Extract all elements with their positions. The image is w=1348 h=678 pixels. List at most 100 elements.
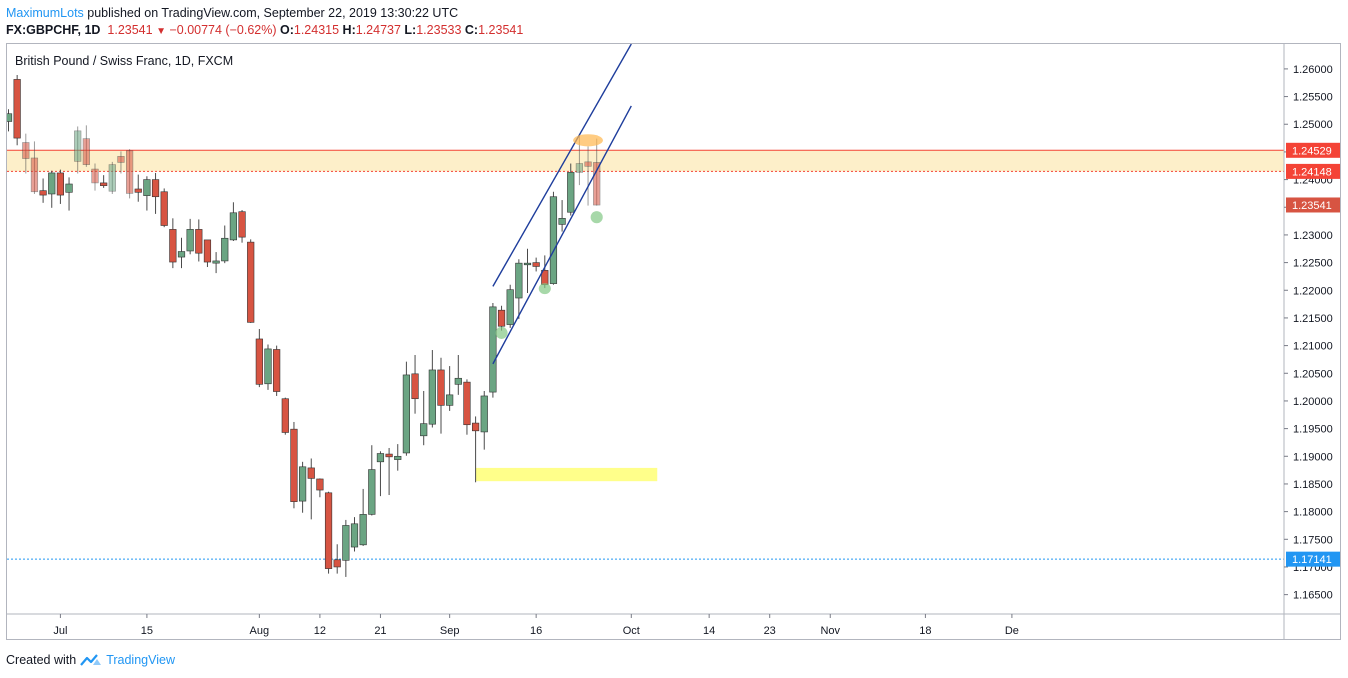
- candle: [360, 489, 367, 546]
- candle-body: [118, 156, 125, 162]
- candle-body: [386, 454, 393, 457]
- candle-body: [585, 162, 592, 166]
- candle: [351, 517, 358, 551]
- candle-body: [5, 114, 12, 122]
- highlight-ellipse-green: [591, 211, 603, 223]
- candle-body: [455, 378, 462, 384]
- candle: [317, 478, 324, 497]
- candle-body: [429, 370, 436, 424]
- candle-body: [490, 307, 497, 392]
- candle: [204, 240, 211, 267]
- candle-body: [394, 456, 401, 459]
- candle: [429, 350, 436, 427]
- candle: [213, 252, 220, 273]
- line-price-label-3: 1.17141: [1292, 554, 1332, 566]
- candle-body: [178, 252, 185, 258]
- y-tick-label: 1.18000: [1293, 507, 1333, 519]
- candle: [550, 192, 557, 285]
- candle: [446, 366, 453, 411]
- candle-body: [109, 165, 116, 192]
- candle-body: [196, 229, 203, 253]
- y-tick-label: 1.18500: [1293, 479, 1333, 491]
- x-tick-label: 15: [141, 625, 153, 637]
- candle-body: [334, 560, 341, 567]
- line-price-label-1: 1.24529: [1292, 145, 1332, 157]
- candle-body: [567, 172, 574, 212]
- candle-body: [351, 524, 358, 547]
- y-tick-label: 1.26000: [1293, 64, 1333, 76]
- candle: [221, 226, 228, 264]
- candle: [593, 139, 600, 206]
- candle-body: [247, 242, 254, 322]
- candle: [507, 285, 514, 328]
- candle: [299, 462, 306, 513]
- y-tick-label: 1.20500: [1293, 368, 1333, 380]
- candle-body: [420, 424, 427, 436]
- x-tick-label: 16: [530, 625, 542, 637]
- x-tick-label: 23: [764, 625, 776, 637]
- candle: [126, 149, 133, 198]
- candle-body: [144, 180, 151, 196]
- candle: [152, 173, 159, 214]
- target-box: [476, 468, 658, 481]
- candle-body: [516, 263, 523, 298]
- candle: [66, 177, 73, 210]
- candle-body: [83, 139, 90, 165]
- candle: [412, 355, 419, 414]
- x-tick-label: De: [1005, 625, 1019, 637]
- x-tick-label: Sep: [440, 625, 460, 637]
- x-tick-label: Aug: [250, 625, 270, 637]
- candle-body: [369, 470, 376, 515]
- candle-body: [57, 173, 64, 195]
- candle-body: [273, 349, 280, 391]
- candle: [481, 391, 488, 450]
- candle-body: [282, 399, 289, 433]
- candle-body: [533, 263, 540, 267]
- candle: [57, 170, 64, 204]
- y-tick-label: 1.17500: [1293, 534, 1333, 546]
- candle-body: [325, 493, 332, 569]
- candle: [170, 218, 177, 268]
- candle-body: [403, 375, 410, 453]
- candle-body: [343, 525, 350, 560]
- y-tick-label: 1.25500: [1293, 92, 1333, 104]
- y-tick-label: 1.19500: [1293, 424, 1333, 436]
- candle-body: [161, 192, 168, 226]
- resistance-zone: [7, 150, 1284, 171]
- candle-body: [204, 240, 211, 262]
- chart-title: British Pound / Swiss Franc, 1D, FXCM: [15, 54, 233, 68]
- candle-body: [170, 229, 177, 262]
- candle: [533, 258, 540, 272]
- highlight-ellipse-green: [539, 283, 551, 294]
- candle-body: [126, 151, 133, 194]
- tradingview-brand[interactable]: TradingView: [106, 653, 175, 667]
- candle: [343, 520, 350, 577]
- candle-body: [360, 514, 367, 544]
- candle-body: [317, 479, 324, 490]
- x-tick-label: Oct: [623, 625, 640, 637]
- candle: [144, 176, 151, 210]
- tradingview-logo-icon: [80, 653, 102, 667]
- candle-body: [291, 429, 298, 501]
- candle-body: [23, 143, 30, 159]
- candle-body: [135, 189, 142, 192]
- candle: [247, 239, 254, 323]
- y-tick-label: 1.25000: [1293, 119, 1333, 131]
- created-with-text: Created with: [6, 653, 76, 667]
- candle-body: [438, 370, 445, 405]
- candle-body: [524, 263, 531, 265]
- plot-area: [5, 44, 1284, 577]
- x-tick-label: 12: [314, 625, 326, 637]
- candle: [455, 355, 462, 395]
- y-tick-label: 1.21500: [1293, 313, 1333, 325]
- candle: [308, 458, 315, 519]
- candle: [109, 162, 116, 194]
- y-tick-label: 1.22500: [1293, 258, 1333, 270]
- candle-body: [472, 423, 479, 431]
- candle-body: [221, 238, 228, 261]
- candle: [464, 379, 471, 434]
- highlight-ellipse-orange: [573, 134, 603, 146]
- candle-body: [92, 169, 99, 183]
- candle: [83, 125, 90, 167]
